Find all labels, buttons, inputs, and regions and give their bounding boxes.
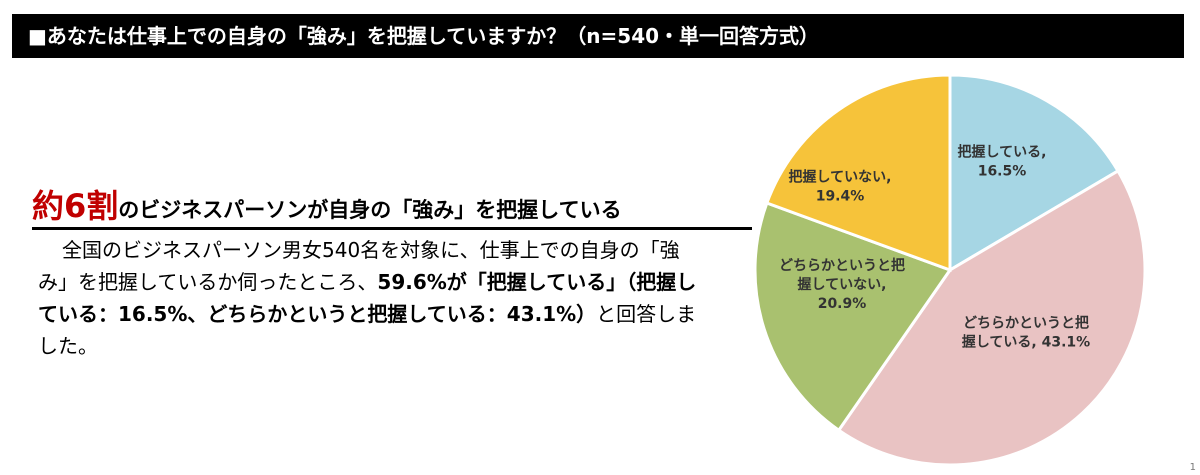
page-number: 1: [1189, 462, 1196, 473]
body-part-3: と回答しました。: [38, 302, 697, 358]
pie-label-0: 把握している, 16.5%: [958, 144, 1047, 180]
headline-accent: 約6割: [32, 187, 119, 225]
body-paragraph: 全国のビジネスパーソン男女540名を対象に、仕事上での自身の「強み」を把握してい…: [38, 234, 698, 362]
pie-chart: 把握している, 16.5% どちらかというと把握している, 43.1% どちらかという…: [753, 73, 1147, 467]
body-part-1: 全国のビジネスパーソン男女540名を対象に、仕事上での自身の「強み」を把握してい…: [38, 238, 680, 294]
pie-label-3: 把握していない, 19.4%: [789, 169, 892, 205]
pie-slice-2: [753, 201, 953, 433]
headline: 約6割のビジネスパーソンが自身の「強み」を把握している: [32, 186, 752, 230]
header-title: ■あなたは仕事上での自身の「強み」を把握していますか？（n=540・単一回答方式…: [28, 24, 820, 48]
headline-text: のビジネスパーソンが自身の「強み」を把握している: [118, 198, 622, 222]
body-part-2: 59.6%が「把握している」（把握している：16.5%、どちらかというと把握して…: [38, 270, 697, 326]
pie-slice-3: [764, 73, 952, 273]
pie-slice-1: [836, 168, 1147, 467]
pie-label-1: どちらかというと把握している, 43.1%: [962, 315, 1090, 351]
pie-label-2: どちらかというと把握していない, 20.9%: [779, 257, 905, 312]
pie-slice-0: [948, 73, 1121, 273]
header-banner: ■あなたは仕事上での自身の「強み」を把握していますか？（n=540・単一回答方式…: [12, 14, 1184, 58]
